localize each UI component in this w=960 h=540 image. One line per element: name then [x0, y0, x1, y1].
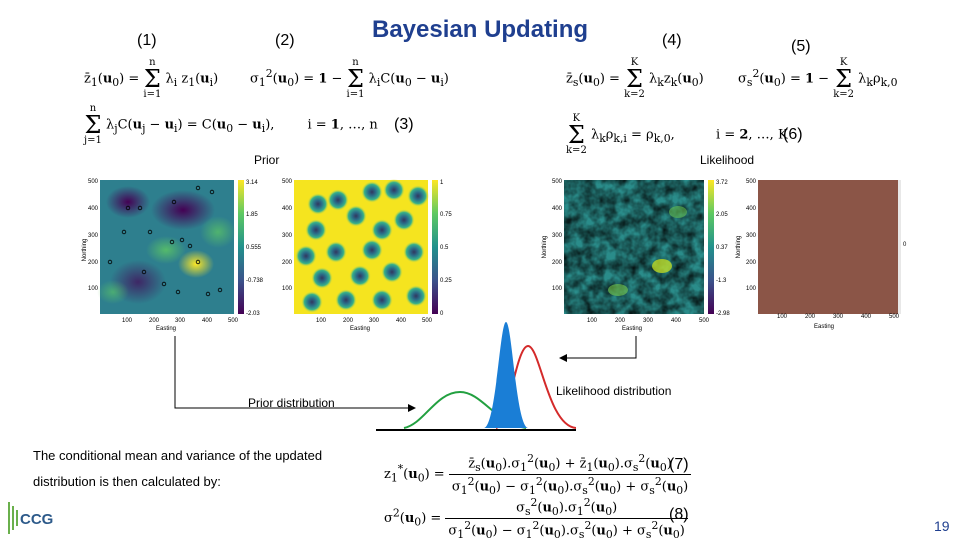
svg-text:2.05: 2.05 [716, 212, 728, 218]
svg-text:400: 400 [202, 318, 213, 324]
svg-text:400: 400 [396, 318, 407, 324]
distribution-curves [376, 322, 576, 431]
svg-text:3.72: 3.72 [716, 180, 728, 186]
svg-text:-1.3: -1.3 [716, 278, 727, 284]
svg-text:300: 300 [643, 318, 654, 324]
svg-text:0: 0 [903, 242, 907, 248]
svg-text:100: 100 [282, 286, 293, 292]
svg-text:3.14: 3.14 [246, 180, 258, 186]
svg-text:200: 200 [805, 314, 816, 320]
eq-number-6: (6) [783, 126, 803, 143]
logo-text: CCG [20, 511, 53, 528]
likelihood-distribution-label: Likelihood distribution [556, 384, 672, 398]
svg-text:Northing: Northing [82, 239, 88, 262]
svg-text:500: 500 [746, 179, 757, 185]
svg-text:100: 100 [88, 286, 99, 292]
equation-8: σ2(u0) = σs2(u0).σ12(u0) σ12(u0) − σ12(u0… [384, 496, 688, 540]
svg-text:200: 200 [552, 260, 563, 266]
svg-text:500: 500 [552, 179, 563, 185]
svg-text:300: 300 [833, 314, 844, 320]
ccg-logo: CCG [4, 500, 66, 536]
svg-text:100: 100 [122, 318, 133, 324]
svg-text:400: 400 [552, 206, 563, 212]
svg-text:200: 200 [746, 260, 757, 266]
svg-text:200: 200 [615, 318, 626, 324]
svg-text:100: 100 [777, 314, 788, 320]
prior-distribution-label: Prior distribution [248, 396, 335, 410]
equation-7: z1*(u0) = z̄s(u0).σ12(u0) + z̄1(u0).σs2(… [384, 452, 692, 497]
svg-text:200: 200 [149, 318, 160, 324]
svg-text:500: 500 [699, 318, 710, 324]
svg-text:-2.98: -2.98 [716, 311, 730, 317]
svg-text:100: 100 [587, 318, 598, 324]
svg-text:Easting: Easting [814, 324, 834, 330]
eq-number-7: (7) [669, 456, 689, 473]
eq-number-3: (3) [394, 116, 414, 133]
svg-text:-0.738: -0.738 [246, 278, 264, 284]
likelihood-mean-map: 3.72 2.05 0.37 -1.3 -2.98 500 400 300 200 10… [542, 179, 730, 332]
svg-text:400: 400 [746, 206, 757, 212]
svg-text:300: 300 [282, 233, 293, 239]
svg-text:Easting: Easting [622, 326, 642, 332]
svg-text:300: 300 [552, 233, 563, 239]
svg-text:200: 200 [343, 318, 354, 324]
svg-text:Northing: Northing [736, 236, 742, 259]
svg-text:0.37: 0.37 [716, 245, 728, 251]
svg-text:1: 1 [440, 180, 444, 186]
svg-text:200: 200 [282, 260, 293, 266]
svg-text:1.85: 1.85 [246, 212, 258, 218]
svg-text:300: 300 [88, 233, 99, 239]
svg-text:0.75: 0.75 [440, 212, 452, 218]
prior-label: Prior [254, 153, 280, 167]
svg-text:500: 500 [282, 179, 293, 185]
likelihood-label: Likelihood [700, 153, 755, 167]
svg-text:0: 0 [440, 311, 444, 317]
svg-text:-2.03: -2.03 [246, 311, 260, 317]
svg-text:500: 500 [228, 318, 239, 324]
svg-text:0.5: 0.5 [440, 245, 449, 251]
svg-text:Easting: Easting [350, 326, 370, 332]
svg-text:200: 200 [88, 260, 99, 266]
eq-number-5: (5) [791, 38, 811, 55]
svg-text:Easting: Easting [156, 326, 176, 332]
eq-number-1: (1) [137, 32, 157, 49]
svg-text:100: 100 [746, 286, 757, 292]
eq-number-2: (2) [275, 32, 295, 49]
svg-text:400: 400 [861, 314, 872, 320]
prior-mean-map: 3.14 1.85 0.555 -0.738 -2.03 500 400 300 20… [82, 179, 264, 332]
svg-text:400: 400 [671, 318, 682, 324]
eq-number-4: (4) [662, 32, 682, 49]
svg-text:300: 300 [369, 318, 380, 324]
svg-text:500: 500 [88, 179, 99, 185]
likelihood-variance-map: 0 500 400 300 200 100 100 200 300 400 500 Eastin… [736, 179, 907, 330]
svg-text:Northing: Northing [542, 236, 548, 259]
body-text-line-2: distribution is then calculated by: [33, 474, 221, 489]
body-text-line-1: The conditional mean and variance of the… [33, 448, 323, 463]
svg-text:100: 100 [316, 318, 327, 324]
posterior-curve [484, 322, 528, 428]
svg-text:300: 300 [175, 318, 186, 324]
svg-text:400: 400 [88, 206, 99, 212]
svg-text:500: 500 [889, 314, 900, 320]
svg-text:0.25: 0.25 [440, 278, 452, 284]
slide-title: Bayesian Updating [372, 16, 589, 43]
prior-variance-map: 1 0.75 0.5 0.25 0 500 400 300 200 100 100 200… [282, 179, 452, 332]
page-number: 19 [934, 518, 950, 534]
svg-text:300: 300 [746, 233, 757, 239]
svg-text:400: 400 [282, 206, 293, 212]
svg-text:100: 100 [552, 286, 563, 292]
svg-text:0.555: 0.555 [246, 245, 262, 251]
svg-text:500: 500 [422, 318, 433, 324]
